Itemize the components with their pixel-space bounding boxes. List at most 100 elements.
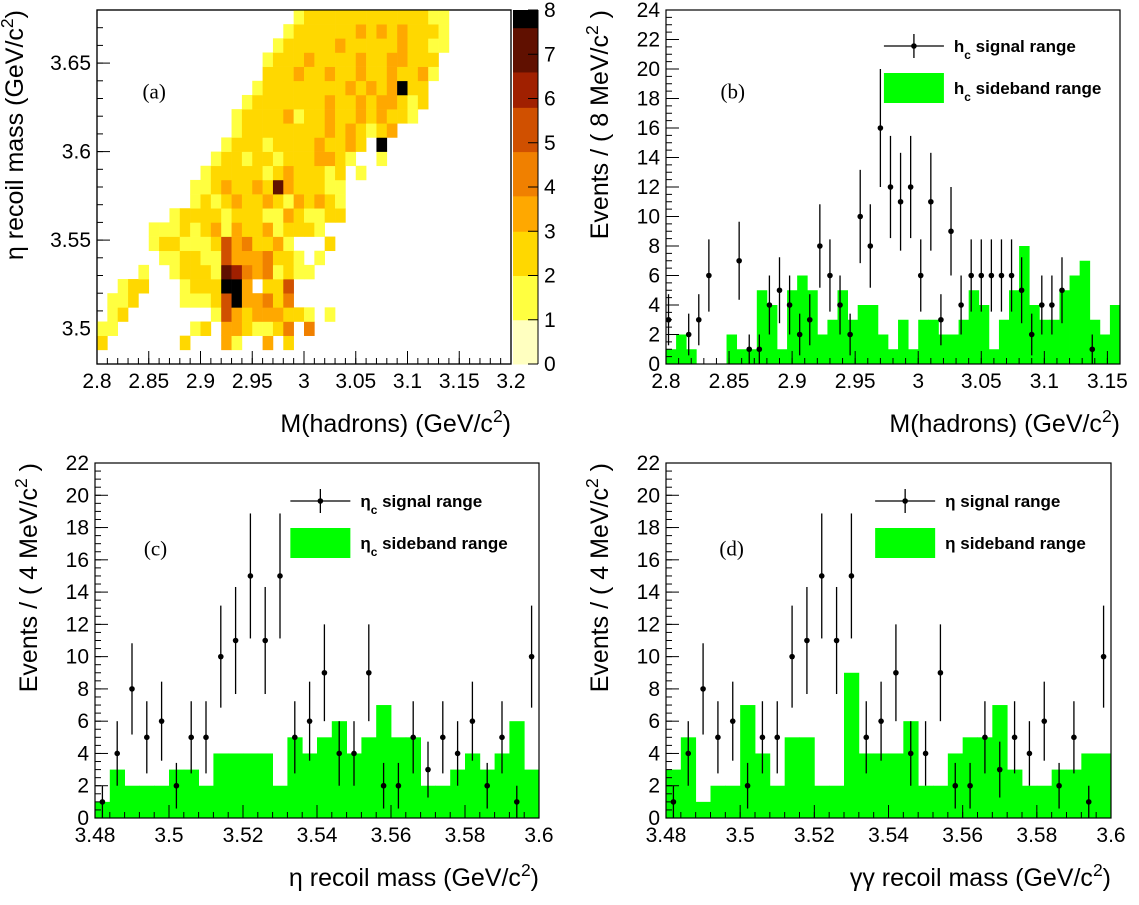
sideband-bar bbox=[740, 705, 756, 818]
heatmap-cell bbox=[283, 321, 294, 336]
heatmap-cell bbox=[231, 208, 243, 223]
heatmap-cell bbox=[272, 264, 284, 280]
colorbar-segment bbox=[513, 169, 538, 179]
sideband-bar bbox=[933, 785, 949, 818]
heatmap-cell bbox=[272, 151, 284, 167]
y-tick-label: 18 bbox=[66, 517, 89, 540]
signal-point bbox=[982, 734, 988, 741]
signal-point bbox=[499, 734, 505, 741]
heatmap-cell bbox=[262, 80, 274, 96]
sideband-bar bbox=[898, 319, 909, 364]
heatmap-cell bbox=[210, 250, 222, 266]
heatmap-cell bbox=[314, 179, 325, 195]
heatmap-cell bbox=[428, 10, 439, 25]
signal-point bbox=[744, 782, 751, 789]
sideband-bar bbox=[435, 785, 451, 818]
heatmap-cell bbox=[200, 222, 212, 237]
heatmap-cell bbox=[283, 222, 294, 237]
heatmap-cell bbox=[324, 137, 336, 152]
x-axis-title: η recoil mass (GeV/c2) bbox=[289, 860, 539, 892]
sideband-histogram bbox=[666, 246, 1121, 364]
heatmap-cell bbox=[262, 250, 274, 266]
heatmap-cell bbox=[345, 80, 357, 96]
signal-point bbox=[1026, 750, 1033, 757]
heatmap-cell bbox=[262, 165, 274, 181]
sideband-bar bbox=[978, 305, 990, 364]
legend-sideband-swatch bbox=[875, 528, 936, 558]
signal-point bbox=[410, 734, 417, 741]
heatmap-cell bbox=[304, 24, 315, 39]
signal-point bbox=[818, 573, 825, 579]
heatmap-cell bbox=[200, 208, 212, 223]
heatmap-cell bbox=[283, 24, 294, 39]
heatmap-cell bbox=[335, 38, 346, 53]
heatmap-cell bbox=[221, 293, 232, 308]
heatmap-cell bbox=[210, 222, 222, 237]
y-tick-label: 3.6 bbox=[62, 141, 91, 164]
colorbar-segment bbox=[513, 151, 538, 161]
heatmap-cell bbox=[314, 123, 325, 138]
sideband-histogram bbox=[95, 705, 540, 818]
heatmap-cell bbox=[324, 307, 336, 322]
signal-point bbox=[776, 287, 783, 294]
heatmap-cell bbox=[200, 250, 212, 266]
signal-point bbox=[774, 734, 781, 741]
heatmap-cell bbox=[283, 279, 294, 294]
heatmap-cell bbox=[314, 38, 325, 53]
heatmap-cell bbox=[200, 293, 212, 308]
heatmap-cell bbox=[190, 179, 201, 195]
y-tick-label: 0 bbox=[648, 807, 660, 830]
heatmap-cell bbox=[397, 66, 408, 82]
signal-point bbox=[670, 799, 677, 805]
heatmap-cell bbox=[138, 264, 150, 280]
sideband-bar bbox=[465, 753, 481, 818]
signal-point bbox=[988, 272, 995, 279]
heatmap-cell bbox=[283, 236, 294, 252]
heatmap-cell bbox=[314, 222, 325, 237]
heatmap-cell bbox=[241, 194, 253, 209]
heatmap-cell bbox=[241, 137, 253, 152]
sideband-bar bbox=[968, 290, 980, 364]
y-tick-label: 22 bbox=[637, 29, 660, 52]
heatmap-cell bbox=[304, 321, 315, 336]
colorbar-tick-label: 8 bbox=[544, 0, 556, 22]
colorbar-tick-label: 3 bbox=[544, 220, 556, 243]
heatmap-cell bbox=[252, 307, 263, 322]
x-tick-label: 3.54 bbox=[868, 824, 909, 847]
heatmap-cell bbox=[190, 236, 201, 252]
heatmap-cell bbox=[324, 179, 336, 195]
heatmap-cell bbox=[304, 307, 315, 322]
sideband-bar bbox=[1059, 290, 1070, 364]
sideband-bar bbox=[908, 349, 919, 364]
heatmap-cell bbox=[231, 222, 243, 237]
heatmap-cell bbox=[283, 179, 294, 195]
sideband-bar bbox=[1019, 246, 1030, 364]
heatmap-cell bbox=[417, 94, 429, 110]
heatmap-cell bbox=[107, 321, 118, 336]
sideband-bar bbox=[1069, 275, 1081, 364]
heatmap-cell bbox=[407, 94, 419, 110]
sideband-bar bbox=[938, 334, 949, 364]
x-tick-label: 3.48 bbox=[646, 824, 687, 847]
heatmap-cell bbox=[417, 24, 429, 39]
sideband-bar bbox=[1066, 769, 1082, 818]
heatmap-cell bbox=[169, 222, 181, 237]
panel-c: 3.48 3.5 3.52 3.54 3.56 3.58 3.6 0 2 4 6 8 10 12 14 16 1… bbox=[11, 452, 554, 892]
heatmap-cell bbox=[293, 208, 305, 223]
heatmap-cell bbox=[179, 208, 191, 223]
heatmap-cell bbox=[210, 307, 222, 322]
signal-point bbox=[922, 750, 929, 757]
heatmap-cell bbox=[107, 307, 118, 322]
sideband-bar bbox=[676, 334, 687, 364]
sideband-bar bbox=[509, 721, 525, 818]
heatmap-cell bbox=[407, 80, 419, 96]
signal-point bbox=[1011, 734, 1018, 741]
legend: η signal range η sideband range bbox=[875, 489, 1086, 558]
signal-point bbox=[99, 799, 106, 805]
sideband-bar bbox=[726, 334, 738, 364]
heatmap-cell bbox=[221, 279, 232, 294]
signal-point bbox=[1100, 653, 1107, 660]
heatmap-cell bbox=[335, 66, 346, 82]
heatmap-cell bbox=[345, 52, 357, 67]
x-tick-label: 3.6 bbox=[524, 824, 553, 847]
